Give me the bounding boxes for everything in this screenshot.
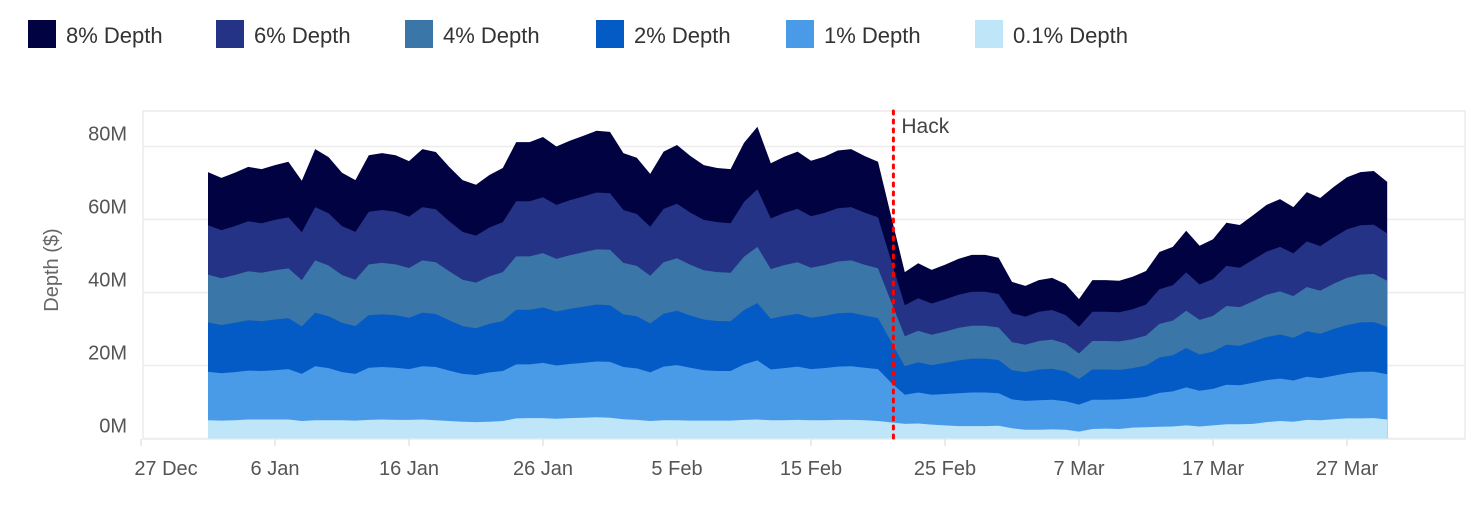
legend-label: 8% Depth [66, 23, 163, 48]
hack-annotation-label: Hack [901, 115, 949, 138]
x-tick-label: 5 Feb [651, 458, 702, 480]
legend-label: 0.1% Depth [1013, 23, 1128, 48]
legend-swatch [786, 20, 814, 48]
legend: 8% Depth 6% Depth 4% Depth 2% Depth 1% Depth… [28, 20, 1128, 48]
y-tick-label: 40M [88, 270, 127, 292]
series-areas [208, 126, 1388, 439]
legend-label: 4% Depth [443, 23, 540, 48]
y-tick-label: 20M [88, 343, 127, 365]
y-axis: 0M 20M 40M 60M 80M [88, 124, 127, 438]
legend-swatch [28, 20, 56, 48]
legend-label: 6% Depth [254, 23, 351, 48]
x-tick-label: 26 Jan [513, 458, 573, 480]
x-tick-label: 16 Jan [379, 458, 439, 480]
x-tick-label: 27 Dec [134, 458, 197, 480]
legend-swatch [596, 20, 624, 48]
x-tick-label: 27 Mar [1316, 458, 1379, 480]
area-0-1-depth [208, 417, 1388, 439]
legend-swatch [975, 20, 1003, 48]
y-tick-label: 80M [88, 124, 127, 146]
y-tick-label: 60M [88, 197, 127, 219]
legend-swatch [216, 20, 244, 48]
x-tick-label: 7 Mar [1053, 458, 1104, 480]
legend-swatch [405, 20, 433, 48]
x-tick-label: 15 Feb [780, 458, 842, 480]
x-tick-label: 17 Mar [1182, 458, 1245, 480]
y-axis-title: Depth ($) [41, 228, 63, 311]
x-axis: 27 Dec 6 Jan 16 Jan 26 Jan 5 Feb 15 Feb 25 Feb… [134, 439, 1378, 480]
x-tick-label: 25 Feb [914, 458, 976, 480]
y-tick-label: 0M [99, 416, 127, 438]
x-tick-label: 6 Jan [251, 458, 300, 480]
area-1-depth [208, 360, 1388, 439]
legend-label: 2% Depth [634, 23, 731, 48]
annotations: Hack [891, 109, 950, 441]
legend-label: 1% Depth [824, 23, 921, 48]
